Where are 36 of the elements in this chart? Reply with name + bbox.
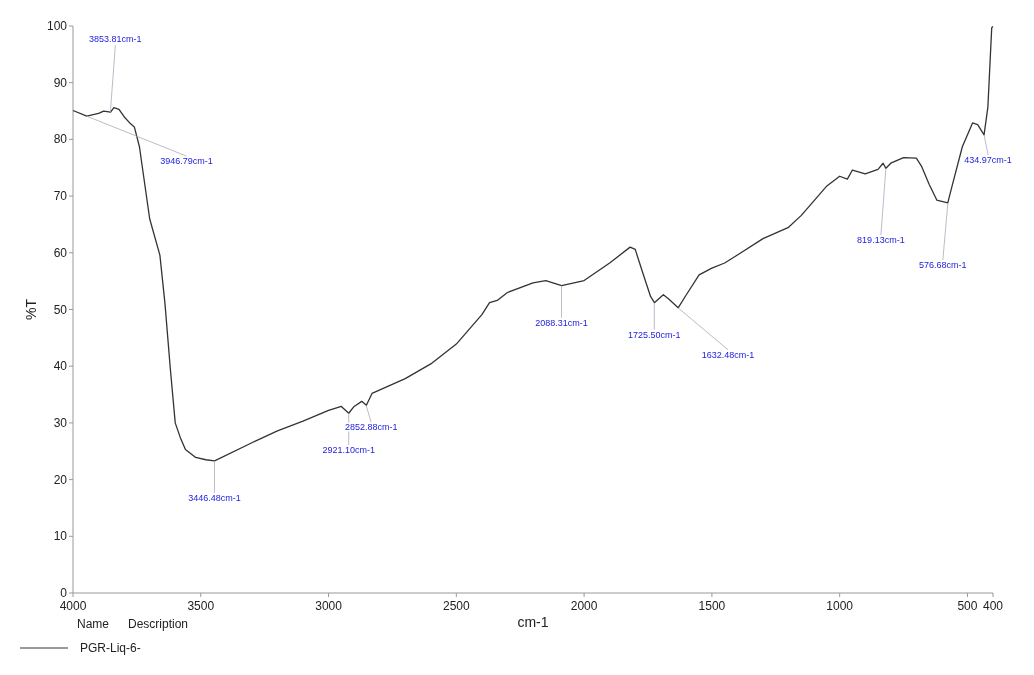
y-tick-label: 100 (46, 19, 68, 33)
y-tick-label: 90 (53, 75, 68, 90)
annotation: 819.13cm-1 (857, 235, 905, 246)
x-tick-label: 400 (982, 599, 1004, 613)
y-tick-label: 10 (53, 529, 68, 544)
x-tick-label: 2500 (442, 599, 470, 613)
annotation: 576.68cm-1 (919, 259, 967, 270)
y-tick-label: 40 (53, 359, 68, 374)
legend-title: Name (76, 617, 110, 631)
x-tick-label: 1500 (698, 599, 726, 613)
x-tick-label: 2000 (570, 599, 598, 613)
legend-label: PGR-Liq-6- (80, 641, 141, 655)
y-tick-label: 30 (53, 415, 68, 430)
annotation: 3946.79cm-1 (160, 156, 213, 167)
annotation: 2088.31cm-1 (535, 317, 588, 328)
x-tick-label: 3500 (187, 599, 215, 613)
annotation: 434.97cm-1 (964, 154, 1012, 165)
y-tick-label: 20 (53, 472, 68, 487)
text: Description (127, 617, 189, 631)
annotation: 2852.88cm-1 (344, 422, 398, 433)
x-tick-label: 3000 (315, 599, 343, 613)
annotation: 3446.48cm-1 (188, 492, 241, 503)
annotation: 2921.10cm-1 (322, 445, 375, 456)
annotation: 1632.48cm-1 (701, 349, 755, 360)
x-tick-label: 1000 (826, 599, 854, 613)
y-axis-title: %T (23, 298, 39, 320)
y-tick-label: 70 (53, 189, 68, 204)
y-tick-label: 80 (53, 132, 68, 147)
y-tick-label: 60 (53, 245, 68, 260)
y-tick-label: 50 (53, 302, 68, 317)
x-axis-title: cm-1 (517, 614, 549, 630)
annotation: 1725.50cm-1 (627, 329, 681, 340)
x-tick-label: 500 (957, 599, 978, 613)
annotation: 3853.81cm-1 (89, 34, 142, 45)
x-tick-label: 4000 (59, 599, 87, 613)
y-tick-label: 0 (60, 586, 68, 600)
